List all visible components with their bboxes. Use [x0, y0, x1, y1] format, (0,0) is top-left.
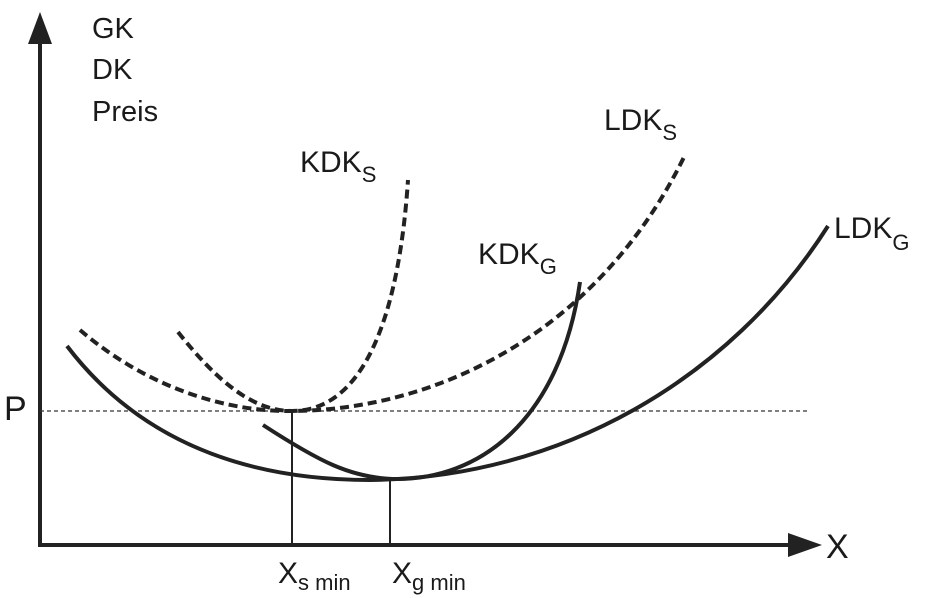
y-axis-label-preis: Preis	[92, 96, 158, 128]
x-axis-arrowhead	[788, 533, 822, 557]
xs-min-label-main: X	[278, 557, 298, 590]
kdk-g-label-sub: G	[540, 254, 557, 279]
xs-min-label: Xs min	[278, 557, 351, 595]
x-axis-label: X	[826, 528, 849, 566]
kdk-g-label: KDKG	[478, 238, 557, 279]
kdk-g-curve	[261, 281, 582, 482]
kdk-s-label: KDKS	[300, 146, 376, 187]
xg-min-label-main: X	[392, 557, 412, 590]
price-label: P	[4, 390, 27, 428]
kdk-s-label-sub: S	[362, 162, 377, 187]
ldk-g-label: LDKG	[834, 212, 909, 255]
ldk-s-label: LDKS	[604, 104, 677, 145]
xg-min-label: Xg min	[392, 557, 466, 595]
ldk-s-curve	[78, 154, 687, 414]
xs-min-label-sub: s min	[298, 570, 351, 595]
y-axis-label-gk: GK	[92, 13, 135, 45]
ldk-g-curve	[65, 224, 830, 483]
ldk-g-label-sub: G	[892, 230, 909, 255]
ldk-s-label-main: LDK	[604, 104, 662, 137]
ldk-s-label-sub: S	[662, 120, 677, 145]
kdk-g-label-main: KDK	[478, 238, 540, 271]
y-axis-label-dk: DK	[92, 54, 133, 86]
kdk-s-curve	[176, 179, 410, 414]
ldk-g-label-main: LDK	[834, 212, 892, 245]
y-axis-arrowhead	[28, 12, 52, 44]
kdk-s-label-main: KDK	[300, 146, 362, 179]
xg-min-label-sub: g min	[412, 570, 466, 595]
